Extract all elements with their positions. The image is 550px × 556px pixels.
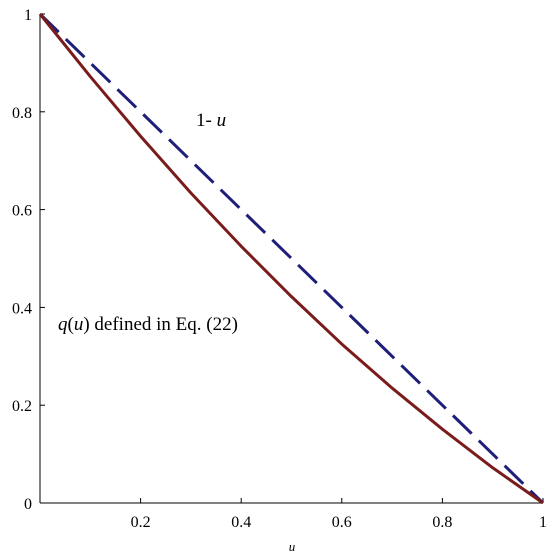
x-axis-label: u [289, 539, 296, 554]
x-tick-label: 0.6 [332, 514, 352, 531]
y-tick-label: 1 [24, 7, 32, 24]
y-tick-label: 0 [24, 496, 32, 513]
annotation-q-rest: ) defined in Eq. (22) [83, 314, 238, 335]
annotation-q-of-u: q(u) defined in Eq. (22) [58, 314, 238, 335]
axes [39, 14, 543, 504]
series [38, 12, 545, 505]
annotation-one-minus-u: 1- u [196, 110, 226, 131]
ticks: 0 0.2 0.4 0.6 0.8 1 0.2 0.4 0.6 0.8 1 [12, 7, 547, 531]
x-tick-label: 1 [539, 514, 547, 531]
annotation-one-minus-u-prefix: 1- [196, 110, 217, 131]
series-line-q-u-defined-in-eq-22 [38, 13, 544, 505]
x-tick-label: 0.4 [231, 514, 251, 531]
y-tick-label: 0.4 [12, 300, 32, 317]
y-tick-label: 0.2 [12, 398, 32, 415]
x-tick-label: 0.2 [131, 514, 151, 531]
annotation-q-func: q [58, 314, 68, 335]
annotation-q-var: u [74, 314, 84, 335]
y-tick-label: 0.6 [12, 203, 32, 220]
series-line-1-u [38, 12, 545, 505]
y-tick-label: 0.8 [12, 105, 32, 122]
annotation-one-minus-u-var: u [217, 110, 227, 131]
annotation-q-paren: ( [68, 314, 74, 335]
x-tick-label: 0.8 [432, 514, 452, 531]
